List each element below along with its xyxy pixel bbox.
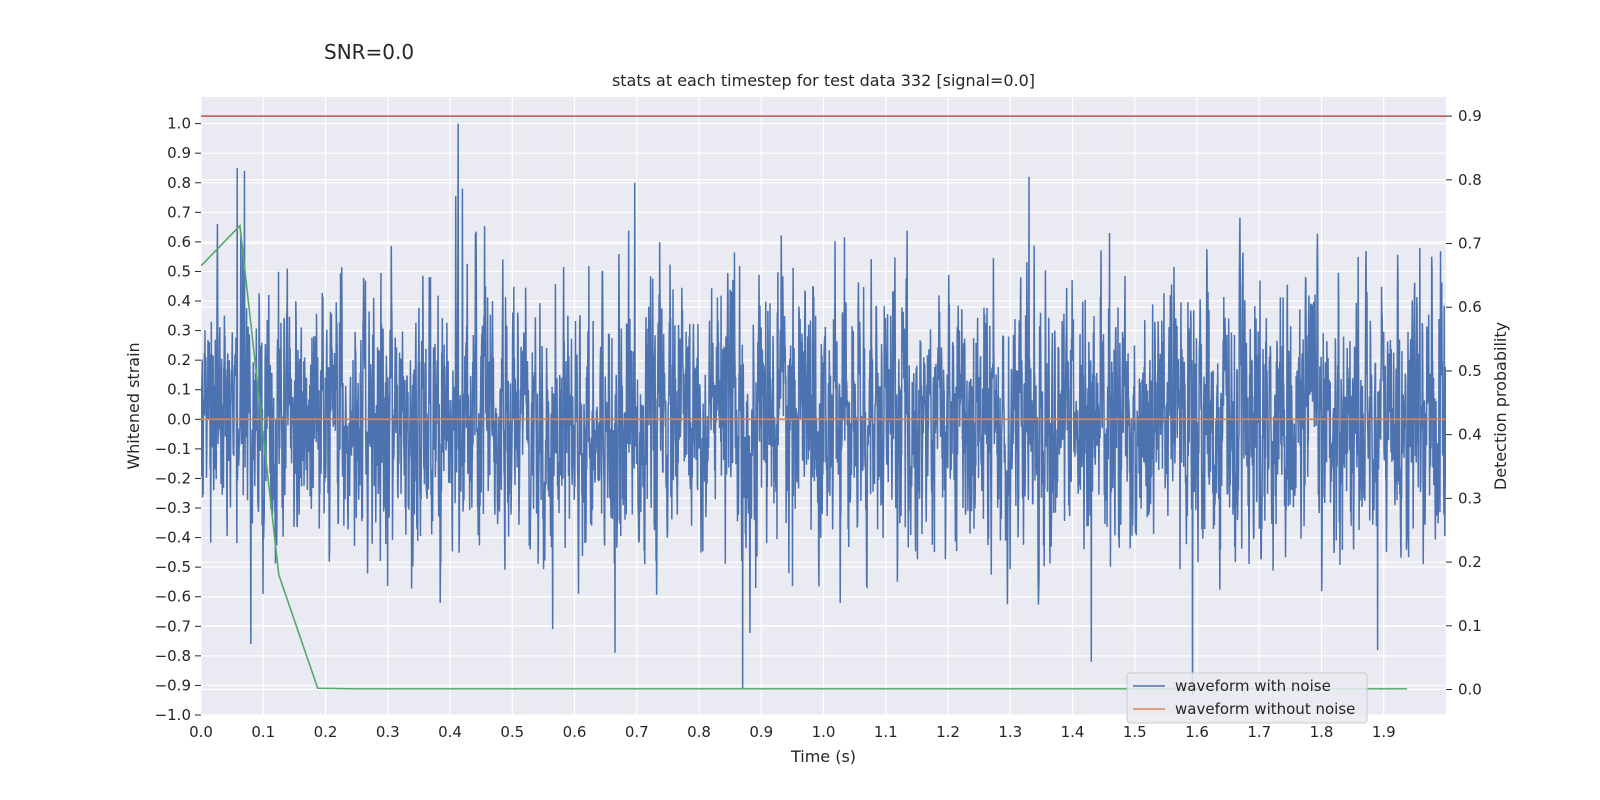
x-tick-label: 0.6 bbox=[563, 723, 587, 741]
y-tick-label: −0.2 bbox=[155, 469, 191, 487]
y-right-tick-label: 0.3 bbox=[1458, 489, 1482, 507]
y-tick-label: 1.0 bbox=[167, 115, 191, 133]
y-axis-left-label: Whitened strain bbox=[124, 342, 143, 469]
legend-label-waveform-with-noise: waveform with noise bbox=[1175, 677, 1331, 695]
y-tick-label: 0.6 bbox=[167, 233, 191, 251]
x-tick-label: 1.4 bbox=[1061, 723, 1085, 741]
x-tick-label: 0.2 bbox=[314, 723, 338, 741]
y-right-tick-label: 0.9 bbox=[1458, 107, 1482, 125]
y-right-tick-label: 0.4 bbox=[1458, 426, 1482, 444]
y-tick-label: −0.9 bbox=[155, 676, 191, 694]
y-tick-label: 0.3 bbox=[167, 322, 191, 340]
y-right-tick-label: 0.6 bbox=[1458, 298, 1482, 316]
y-tick-label: −0.7 bbox=[155, 617, 191, 635]
y-tick-label: −0.6 bbox=[155, 588, 191, 606]
y-right-tick-label: 0.1 bbox=[1458, 617, 1482, 635]
y-axis-right-label: Detection probability bbox=[1491, 322, 1510, 490]
legend-label-waveform-without-noise: waveform without noise bbox=[1175, 700, 1355, 718]
y-axis-left-ticks: 1.0 0.9 0.8 0.7 0.6 0.5 0.4 0.3 0.2 0.1 0.0 −0.1 −0.… bbox=[155, 115, 201, 724]
y-right-tick-label: 0.2 bbox=[1458, 553, 1482, 571]
x-tick-label: 0.3 bbox=[376, 723, 400, 741]
x-tick-label: 1.7 bbox=[1247, 723, 1271, 741]
y-tick-label: 0.8 bbox=[167, 174, 191, 192]
y-tick-label: −0.4 bbox=[155, 529, 191, 547]
x-tick-label: 0.9 bbox=[749, 723, 773, 741]
x-tick-label: 1.5 bbox=[1123, 723, 1147, 741]
y-tick-label: 0.7 bbox=[167, 203, 191, 221]
x-tick-label: 1.2 bbox=[936, 723, 960, 741]
figure-suptitle: SNR=0.0 bbox=[324, 40, 415, 64]
y-tick-label: 0.9 bbox=[167, 144, 191, 162]
y-tick-label: 0.5 bbox=[167, 262, 191, 280]
x-tick-label: 0.1 bbox=[251, 723, 275, 741]
y-right-tick-label: 0.0 bbox=[1458, 681, 1482, 699]
chart-title: stats at each timestep for test data 332… bbox=[612, 71, 1035, 90]
y-right-tick-label: 0.5 bbox=[1458, 362, 1482, 380]
legend: waveform with noise waveform without noi… bbox=[1126, 672, 1368, 724]
x-tick-label: 1.1 bbox=[874, 723, 898, 741]
y-right-tick-label: 0.8 bbox=[1458, 171, 1482, 189]
y-tick-label: −0.8 bbox=[155, 647, 191, 665]
x-tick-label: 0.4 bbox=[438, 723, 462, 741]
y-tick-label: −0.3 bbox=[155, 499, 191, 517]
legend-box bbox=[1126, 672, 1368, 724]
y-axis-right-ticks: 0.9 0.8 0.7 0.6 0.5 0.4 0.3 0.2 0.1 0.0 bbox=[1446, 107, 1482, 699]
y-right-tick-label: 0.7 bbox=[1458, 235, 1482, 253]
x-tick-label: 0.5 bbox=[500, 723, 524, 741]
y-tick-label: 0.1 bbox=[167, 381, 191, 399]
y-tick-label: −1.0 bbox=[155, 706, 191, 724]
x-tick-label: 1.9 bbox=[1372, 723, 1396, 741]
series-waveform-with-noise bbox=[201, 123, 1446, 696]
x-tick-label: 0.0 bbox=[189, 723, 213, 741]
x-axis-label: Time (s) bbox=[790, 747, 856, 766]
x-tick-label: 1.3 bbox=[998, 723, 1022, 741]
x-tick-label: 1.0 bbox=[812, 723, 836, 741]
x-tick-label: 0.8 bbox=[687, 723, 711, 741]
x-tick-label: 0.7 bbox=[625, 723, 649, 741]
y-tick-label: −0.1 bbox=[155, 440, 191, 458]
y-tick-label: 0.0 bbox=[167, 410, 191, 428]
x-axis-ticks: 0.0 0.1 0.2 0.3 0.4 0.5 0.6 0.7 0.8 0.9 1.0 1.1 1.2 1… bbox=[189, 723, 1396, 741]
y-tick-label: 0.2 bbox=[167, 351, 191, 369]
y-tick-label: 0.4 bbox=[167, 292, 191, 310]
x-tick-label: 1.8 bbox=[1310, 723, 1334, 741]
x-tick-label: 1.6 bbox=[1185, 723, 1209, 741]
y-tick-label: −0.5 bbox=[155, 558, 191, 576]
